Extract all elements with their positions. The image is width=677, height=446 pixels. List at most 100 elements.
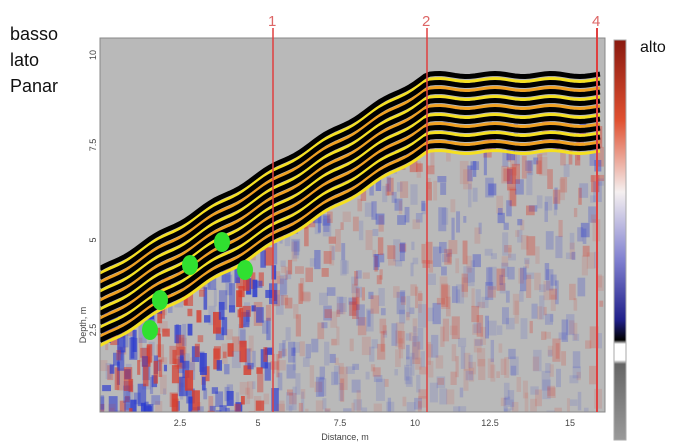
reflection [116, 349, 121, 361]
reflection [340, 378, 345, 402]
reflection [379, 318, 387, 334]
reflection [355, 286, 362, 298]
reflection [149, 376, 154, 394]
marker-label: 2 [422, 13, 430, 30]
reflection [450, 371, 457, 385]
reflection [235, 402, 243, 412]
reflection [450, 199, 456, 213]
left-label: lato [10, 50, 39, 70]
reflection [546, 410, 556, 412]
reflection [520, 234, 529, 250]
reflection [473, 338, 482, 353]
reflection [301, 291, 310, 303]
plot-frame [99, 37, 606, 413]
reflection [398, 200, 403, 215]
reflection [399, 181, 409, 198]
reflection [229, 283, 236, 307]
reflection [467, 183, 472, 208]
reflection [410, 284, 417, 296]
reflection [208, 396, 214, 412]
reflection [542, 379, 551, 400]
reflection [537, 154, 543, 175]
reflection [292, 386, 297, 411]
reflection [369, 346, 375, 362]
reflection [554, 407, 562, 412]
reflection [519, 290, 524, 302]
reflection [472, 254, 481, 268]
reflection [391, 191, 397, 203]
reflection [526, 205, 535, 216]
reflection [577, 391, 582, 411]
reflection [187, 308, 193, 317]
reflection [291, 347, 296, 356]
reflection [225, 407, 230, 412]
reflection [461, 273, 469, 292]
reflection [335, 229, 341, 252]
reflection [510, 399, 514, 411]
reflection [143, 365, 149, 387]
reflection [468, 354, 473, 369]
reflection [213, 346, 221, 359]
reflection [314, 249, 321, 270]
reflection [354, 271, 358, 286]
reflection [245, 387, 251, 405]
reflection [184, 370, 194, 391]
reflection [566, 314, 575, 336]
reflection [520, 219, 525, 231]
reflection [555, 343, 560, 359]
surface-band [100, 124, 601, 325]
reflection [248, 411, 256, 412]
reflection [581, 255, 588, 276]
reflection [326, 287, 336, 296]
reflection [129, 325, 136, 339]
reflection [525, 272, 535, 279]
reflection [406, 402, 416, 412]
reflection [400, 290, 406, 303]
reflection [468, 367, 475, 382]
reflection [286, 392, 294, 411]
reflection [232, 336, 240, 352]
reflection [415, 357, 422, 370]
reflection [596, 137, 602, 144]
right-label: alto [640, 39, 666, 56]
reflection [448, 240, 458, 255]
reflection [228, 305, 236, 313]
reflection [209, 405, 216, 412]
reflection [597, 333, 602, 349]
reflection [517, 229, 523, 243]
reflection [416, 161, 422, 178]
reflection [504, 408, 511, 412]
reflection [277, 372, 283, 391]
reflection [439, 388, 448, 405]
reflection [417, 401, 422, 412]
reflection [484, 248, 493, 256]
reflection [509, 356, 519, 375]
reflection [386, 176, 391, 192]
surface-band [100, 85, 601, 284]
reflection [108, 396, 118, 412]
reflection [324, 341, 330, 366]
reflection [471, 288, 475, 308]
reflection [377, 343, 386, 360]
reflection [298, 283, 303, 304]
reflection [334, 357, 339, 365]
reflection [398, 331, 406, 350]
reflection [582, 245, 590, 257]
reflection [560, 177, 568, 193]
reflection [561, 319, 569, 342]
reflection [597, 275, 604, 291]
reflection [503, 397, 508, 412]
reflection [352, 216, 359, 232]
reflection [256, 307, 264, 323]
reflection [178, 337, 187, 354]
reflection [501, 165, 509, 184]
reflection [252, 350, 256, 368]
reflection [496, 195, 504, 214]
reflection [246, 309, 250, 322]
reflection [501, 262, 509, 277]
reflection [353, 399, 363, 411]
reflection [221, 317, 228, 336]
reflection [431, 334, 439, 358]
reflection [504, 245, 512, 253]
reflection [487, 320, 497, 336]
